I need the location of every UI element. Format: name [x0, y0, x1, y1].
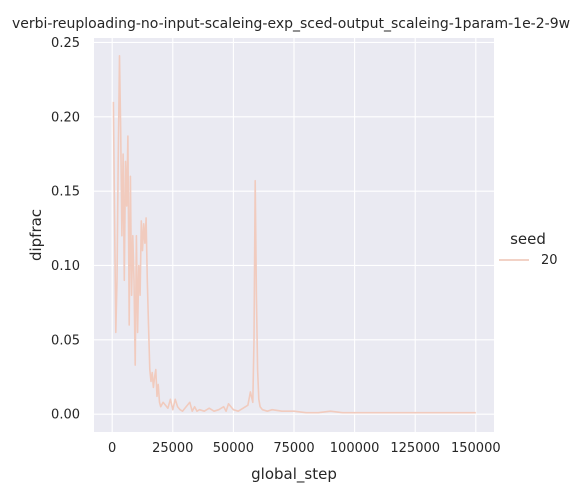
y-axis-label: dipfrac — [27, 209, 45, 261]
y-tick-label: 0.10 — [51, 259, 80, 274]
x-tick-label: 125000 — [390, 441, 440, 456]
y-tick-label: 0.05 — [51, 333, 80, 348]
y-tick-labels: 0.00 0.05 0.10 0.15 0.20 0.25 — [51, 36, 80, 423]
x-tick-label: 100000 — [330, 441, 380, 456]
x-axis-label: global_step — [251, 465, 337, 484]
x-tick-label: 150000 — [451, 441, 501, 456]
x-tick-label: 0 — [108, 441, 116, 456]
legend-title: seed — [510, 230, 546, 248]
y-tick-label: 0.15 — [51, 185, 80, 200]
legend: seed 20 — [499, 230, 558, 268]
x-tick-label: 75000 — [273, 441, 314, 456]
x-tick-label: 25000 — [152, 441, 193, 456]
y-tick-label: 0.20 — [51, 110, 80, 125]
y-tick-label: 0.00 — [51, 408, 80, 423]
x-tick-label: 50000 — [213, 441, 254, 456]
legend-label-20: 20 — [541, 253, 558, 268]
x-tick-labels: 0 25000 50000 75000 100000 125000 150000 — [108, 441, 501, 456]
chart-title: verbi-reuploading-no-input-scaleing-exp_… — [12, 16, 570, 32]
y-tick-label: 0.25 — [51, 36, 80, 51]
